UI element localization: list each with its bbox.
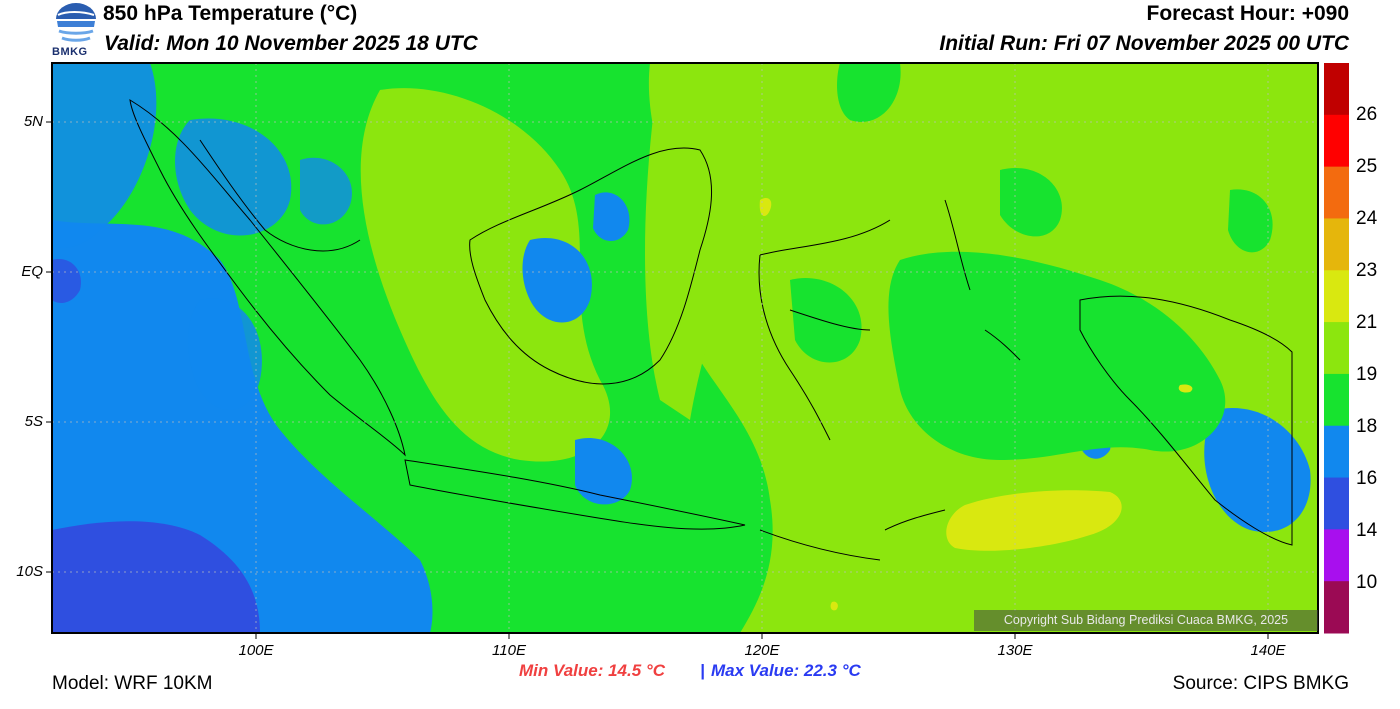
colorbar-label-19: 19 [1356,364,1378,385]
lon-label-110e: 110E [492,642,526,659]
colorbar-segment [1324,270,1349,323]
lon-label-100e: 100E [238,642,274,659]
colorbar-label-21: 21 [1356,312,1378,333]
lat-label-10s: 10S [16,563,43,580]
colorbar-segment [1324,63,1349,116]
colorbar-label-14: 14 [1356,520,1378,541]
graticule [52,63,1318,633]
colorbar-segment [1324,322,1349,375]
colorbar-label-23: 23 [1356,260,1378,281]
colorbar-segment [1324,218,1349,271]
colorbar-label-25: 25 [1356,156,1378,177]
data-source: Source: CIPS BMKG [1172,673,1349,694]
coastlines [129,99,1293,561]
initial-run: Initial Run: Fri 07 November 2025 00 UTC [939,32,1349,55]
max-value: Max Value: 22.3 °C [711,661,861,680]
colorbar-segment [1324,477,1349,530]
map-title: 850 hPa Temperature (°C) [103,2,358,25]
colorbar-segment [1324,166,1349,219]
colorbar-label-24: 24 [1356,208,1378,229]
lat-label-5s: 5S [24,413,43,430]
colorbar-segment [1324,425,1349,479]
copyright-notice: Copyright Sub Bidang Prediksi Cuaca BMKG… [974,610,1318,631]
valid-time: Valid: Mon 10 November 2025 18 UTC [104,32,478,55]
stats-separator: | [700,661,705,680]
colorbar-segment [1324,529,1349,582]
colorbar [1324,63,1349,634]
lat-label-eq: EQ [21,263,43,280]
forecast-hour: Forecast Hour: +090 [1146,2,1350,25]
bmkg-logo [52,1,100,61]
colorbar-label-16: 16 [1356,468,1378,489]
colorbar-label-26: 26 [1356,104,1378,125]
temperature-field [52,63,1318,633]
colorbar-label-18: 18 [1356,416,1378,437]
logo-text: BMKG [52,46,88,58]
colorbar-label-10: 10 [1356,572,1378,593]
colorbar-segment [1324,373,1349,427]
map-frame [51,62,1319,634]
lon-label-140e: 140E [1250,642,1286,659]
lat-label-5n: 5N [23,113,43,130]
colorbar-segment [1324,114,1349,168]
lon-label-120e: 120E [744,642,780,659]
colorbar-segment [1324,581,1349,634]
lon-label-130e: 130E [997,642,1033,659]
model-name: Model: WRF 10KM [52,673,213,694]
min-value: Min Value: 14.5 °C [519,661,665,680]
